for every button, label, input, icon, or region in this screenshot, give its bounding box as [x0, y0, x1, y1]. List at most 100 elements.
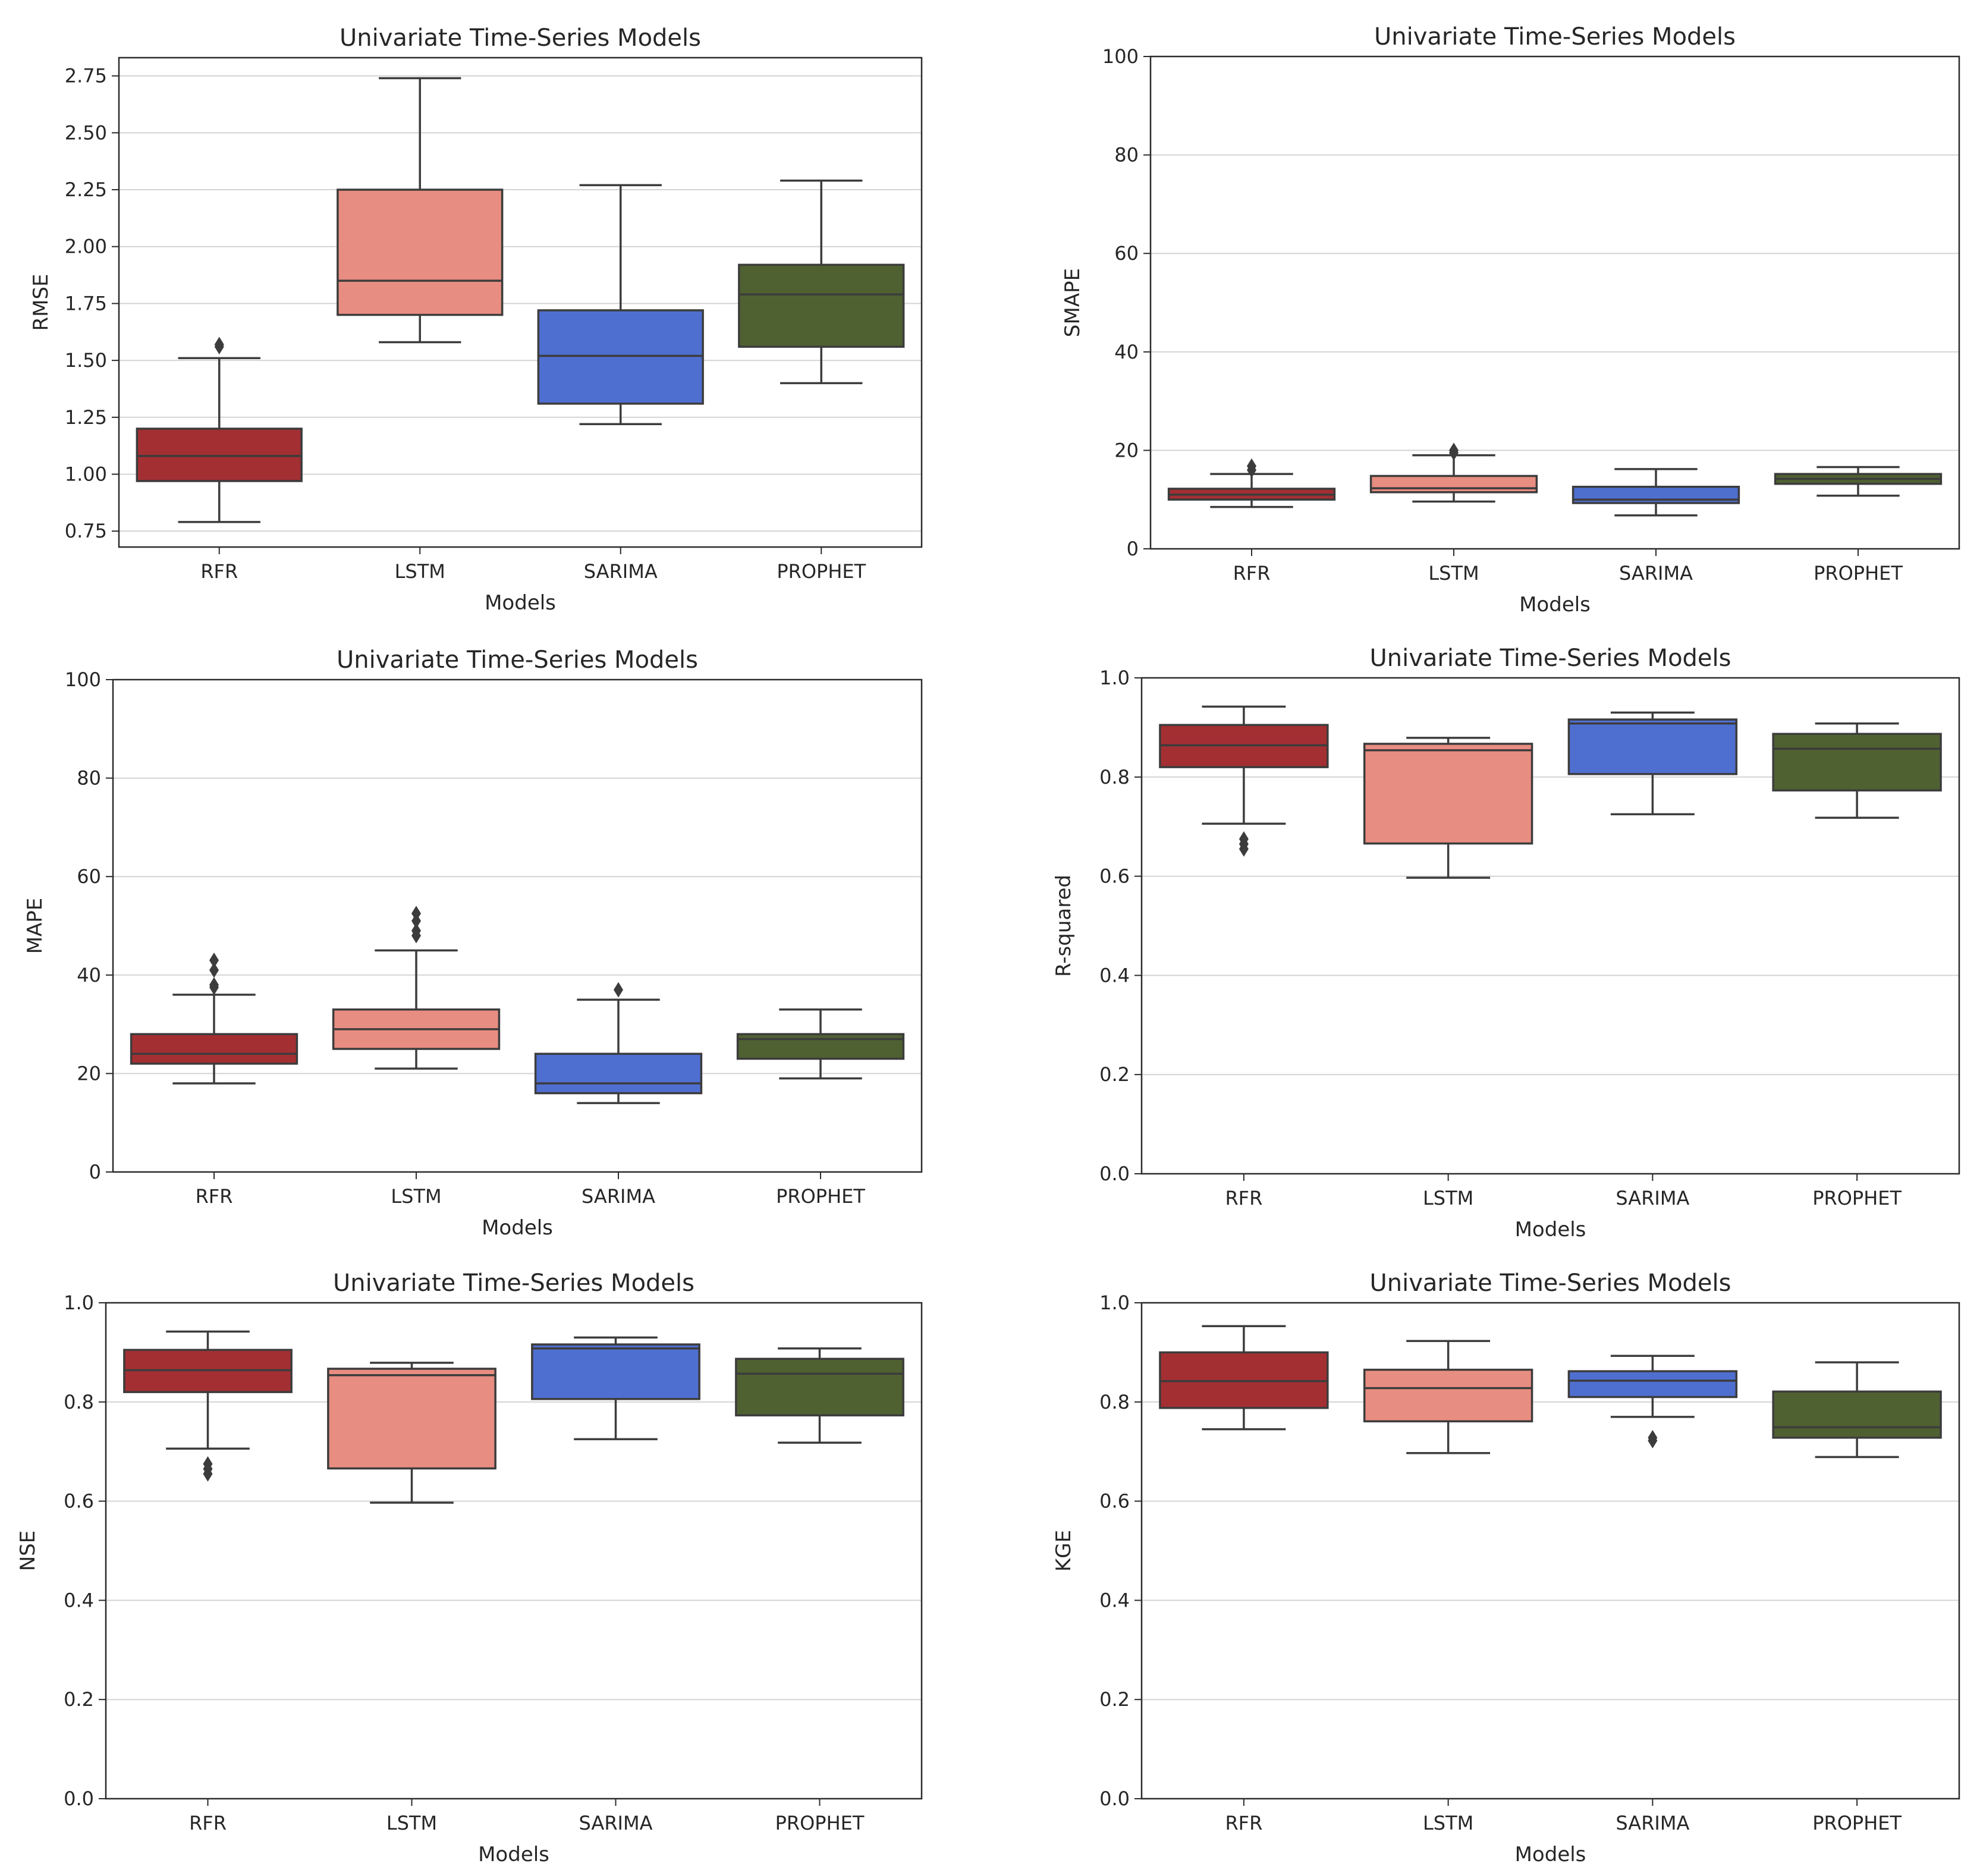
y-axis-label: KGE [1052, 1530, 1076, 1572]
outlier-point [411, 906, 421, 922]
x-tick-label: PROPHET [775, 1812, 865, 1834]
y-tick-label: 0 [89, 1161, 101, 1183]
box-sarima [534, 1052, 703, 1095]
x-tick-label: SARIMA [1616, 1812, 1689, 1834]
y-tick-label: 0.6 [1099, 1490, 1130, 1513]
x-tick-label: SARIMA [1616, 1187, 1689, 1209]
box-sarima [531, 1343, 700, 1400]
chart-title: Univariate Time-Series Models [1370, 645, 1731, 672]
chart-kge: Univariate Time-Series Models Models KGE… [1052, 1269, 1960, 1866]
x-tick-label: LSTM [1423, 1187, 1473, 1209]
x-tick-label: PROPHET [777, 560, 866, 583]
x-tick-label: PROPHET [776, 1185, 865, 1208]
y-tick-label: 100 [1102, 45, 1139, 68]
chart-title: Univariate Time-Series Models [1370, 1269, 1731, 1297]
x-tick-label: RFR [196, 1185, 233, 1208]
y-tick-label: 100 [65, 668, 101, 691]
x-tick-label: RFR [1233, 562, 1271, 585]
outlier-point [1648, 1429, 1658, 1446]
x-tick-label: RFR [1225, 1812, 1262, 1834]
outlier-point [209, 952, 219, 968]
x-tick-label: RFR [189, 1812, 227, 1834]
y-tick-label: 0.8 [1099, 1391, 1130, 1413]
y-axis-label: RMSE [29, 274, 53, 331]
outlier-point [1239, 831, 1249, 847]
box-lstm [1363, 1368, 1533, 1423]
y-tick-label: 2.00 [65, 235, 107, 258]
y-tick-label: 0.6 [1099, 865, 1130, 888]
plot-frame [105, 1302, 923, 1800]
y-axis-label: NSE [16, 1531, 40, 1572]
y-tick-label: 0.0 [1099, 1787, 1130, 1810]
chart-r-squared: Univariate Time-Series Models Models R-s… [1052, 645, 1960, 1242]
y-tick-label: 2.25 [65, 178, 107, 201]
box-prophet [736, 1033, 905, 1060]
y-tick-label: 40 [77, 964, 101, 986]
y-tick-label: 60 [1114, 242, 1139, 265]
y-tick-label: 0.4 [64, 1589, 94, 1611]
y-tick-label: 0 [1127, 538, 1139, 560]
x-tick-label: LSTM [1423, 1812, 1473, 1834]
outlier-point [1247, 458, 1256, 474]
y-tick-label: 20 [77, 1062, 101, 1085]
box-rfr [130, 1033, 298, 1065]
outlier-point [209, 977, 219, 993]
y-tick-label: 0.75 [65, 520, 107, 542]
outlier-point [411, 923, 421, 939]
x-tick-label: RFR [200, 560, 238, 583]
x-tick-label: PROPHET [1812, 1812, 1902, 1834]
x-axis-label: Models [485, 591, 556, 615]
y-tick-label: 1.0 [1099, 1291, 1130, 1314]
chart-smape: Univariate Time-Series Models Models SMA… [1061, 23, 1960, 617]
y-tick-label: 0.2 [1099, 1688, 1130, 1711]
box-prophet [1772, 1390, 1942, 1439]
y-tick-label: 1.0 [1099, 667, 1130, 689]
outlier-point [209, 962, 219, 978]
x-axis-label: Models [482, 1216, 553, 1240]
box-sarima [1567, 718, 1738, 775]
x-tick-label: LSTM [391, 1185, 441, 1208]
x-tick-label: PROPHET [1814, 562, 1903, 585]
y-tick-label: 0.0 [1099, 1162, 1130, 1185]
x-axis-label: Models [1515, 1218, 1586, 1242]
box-rfr [136, 428, 303, 482]
y-tick-label: 0.8 [64, 1391, 94, 1413]
y-tick-label: 1.25 [65, 406, 107, 429]
outlier-point [214, 337, 224, 353]
y-tick-label: 0.0 [64, 1787, 94, 1810]
box-lstm [1363, 743, 1533, 845]
plot-frame [1140, 1302, 1960, 1800]
x-tick-label: LSTM [386, 1812, 437, 1834]
x-axis-label: Models [1515, 1843, 1586, 1866]
y-tick-label: 40 [1114, 341, 1139, 363]
box-lstm [337, 188, 504, 316]
box-prophet [735, 1357, 904, 1417]
box-sarima [1567, 1370, 1738, 1399]
plot-frame [112, 678, 923, 1173]
x-tick-label: SARIMA [584, 560, 658, 583]
outlier-point [203, 1456, 213, 1472]
y-tick-label: 1.50 [65, 349, 107, 372]
y-tick-label: 0.8 [1099, 766, 1130, 788]
chart-title: Univariate Time-Series Models [340, 24, 701, 52]
y-tick-label: 0.2 [1099, 1063, 1130, 1086]
y-tick-label: 0.4 [1099, 964, 1130, 986]
y-tick-label: 1.75 [65, 292, 107, 315]
chart-title: Univariate Time-Series Models [1374, 23, 1736, 51]
y-axis-label: R-squared [1052, 875, 1076, 977]
chart-title: Univariate Time-Series Models [337, 646, 698, 674]
y-tick-label: 1.0 [64, 1291, 94, 1314]
y-tick-label: 0.6 [64, 1490, 94, 1513]
x-tick-label: SARIMA [579, 1812, 653, 1834]
box-sarima [537, 309, 704, 405]
box-prophet [738, 263, 905, 348]
plot-frame [1149, 55, 1960, 550]
y-tick-label: 2.50 [65, 121, 107, 144]
box-lstm [1369, 475, 1538, 494]
x-tick-label: RFR [1225, 1187, 1262, 1209]
plot-frame [118, 56, 923, 548]
outlier-point [1449, 442, 1459, 458]
x-tick-label: LSTM [1428, 562, 1479, 585]
y-tick-label: 1.00 [65, 463, 107, 486]
y-tick-label: 0.4 [1099, 1589, 1130, 1611]
